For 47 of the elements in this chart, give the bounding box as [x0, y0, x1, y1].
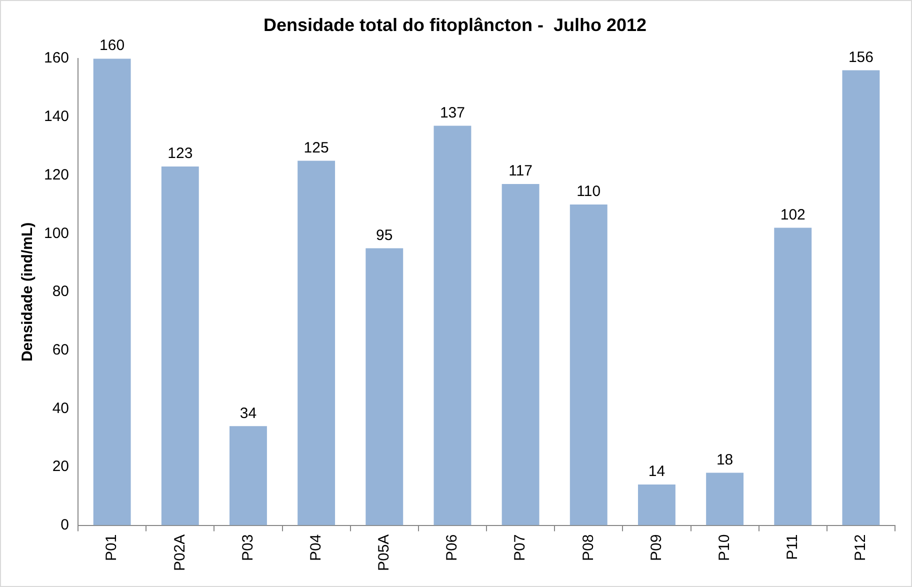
bar	[298, 160, 336, 526]
x-tick-label: P06	[444, 534, 461, 562]
data-label: 137	[440, 104, 465, 122]
y-tick-label: 20	[52, 458, 70, 476]
x-tick-label: P11	[784, 534, 802, 560]
y-tick-label: 40	[52, 400, 70, 417]
y-tick-label: 100	[44, 224, 70, 242]
bar	[706, 472, 744, 526]
data-label: 123	[168, 145, 193, 162]
bar	[230, 426, 267, 526]
x-tick-label: P03	[239, 534, 256, 562]
data-label: 14	[648, 463, 666, 480]
data-label: 156	[848, 48, 874, 66]
bar	[366, 248, 404, 526]
data-label: 18	[716, 451, 734, 468]
x-tick-label: P01	[103, 534, 120, 562]
data-label: 117	[508, 162, 533, 180]
y-axis-title: Densidade (ind/mL)	[19, 222, 36, 362]
bar	[502, 184, 540, 526]
y-tick-label: 60	[52, 341, 70, 358]
y-tick-label: 120	[44, 166, 70, 184]
data-label: 34	[240, 404, 257, 422]
x-tick-label: P08	[580, 534, 597, 562]
data-label: 160	[100, 37, 125, 54]
data-label: 102	[780, 206, 806, 224]
bar	[434, 126, 472, 526]
x-tick-label: P05A	[376, 534, 393, 572]
bar	[638, 484, 676, 526]
x-tick-label: P09	[648, 534, 665, 562]
y-tick-label: 160	[44, 50, 70, 67]
bar	[93, 58, 131, 526]
data-label: 95	[376, 226, 393, 244]
bar	[161, 166, 199, 526]
chart-title: Densidade total do fitoplâncton - Julho 2012	[263, 14, 647, 35]
bar	[774, 228, 812, 526]
data-label: 125	[304, 139, 329, 156]
x-tick-label: P02A	[171, 534, 188, 572]
x-tick-label: P12	[852, 534, 870, 562]
data-label: 110	[576, 183, 601, 200]
x-tick-label: P07	[512, 534, 529, 562]
bar	[570, 204, 608, 526]
x-tick-label: P04	[307, 534, 324, 562]
bar	[842, 70, 880, 526]
x-tick-label: P10	[716, 534, 733, 562]
y-tick-label: 0	[60, 516, 70, 534]
y-tick-label: 80	[52, 283, 70, 300]
y-tick-label: 140	[44, 108, 70, 126]
